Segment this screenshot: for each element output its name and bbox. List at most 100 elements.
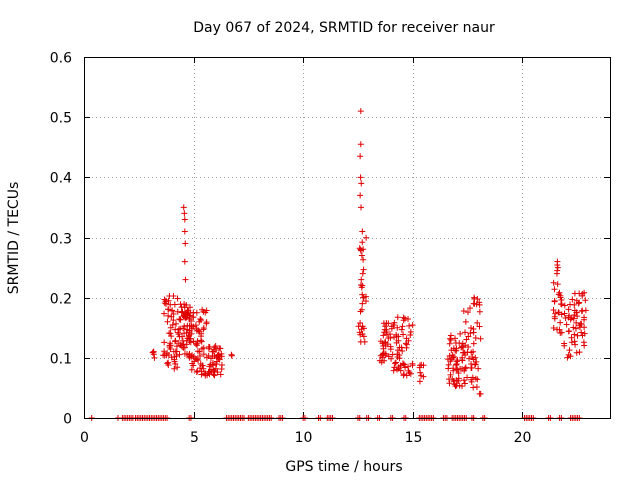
data-point	[149, 349, 156, 356]
data-point	[576, 349, 583, 356]
data-point	[565, 306, 572, 313]
data-point	[165, 306, 172, 313]
data-point	[162, 298, 169, 305]
data-point	[395, 333, 402, 340]
data-point	[214, 369, 221, 376]
y-axis-label: SRMTID / TECUs	[6, 182, 22, 295]
data-point	[571, 290, 578, 297]
data-point	[357, 192, 364, 199]
data-point	[193, 368, 200, 375]
data-point	[405, 337, 412, 344]
data-point	[203, 307, 210, 314]
data-point	[551, 286, 558, 293]
data-point	[357, 320, 364, 327]
data-point	[470, 329, 477, 336]
data-point	[356, 245, 363, 252]
data-point	[167, 301, 174, 308]
x-tick-label: 15	[405, 430, 423, 446]
chart-title: Day 067 of 2024, SRMTID for receiver nau…	[193, 20, 495, 36]
data-point	[550, 279, 557, 286]
data-point	[396, 355, 403, 362]
data-point	[468, 325, 475, 332]
data-point	[177, 342, 184, 349]
data-point	[578, 329, 585, 336]
data-point	[380, 350, 387, 357]
data-point	[193, 309, 200, 316]
data-point	[181, 210, 188, 217]
data-point	[400, 314, 407, 321]
y-tick-label: 0	[63, 412, 72, 428]
data-point	[573, 309, 580, 316]
data-point	[461, 377, 468, 384]
data-point	[359, 282, 366, 289]
data-point	[572, 325, 579, 332]
data-point	[173, 348, 180, 355]
data-point	[160, 352, 167, 359]
data-point	[380, 332, 387, 339]
data-point	[582, 307, 589, 314]
data-point	[385, 335, 392, 342]
data-point	[197, 316, 204, 323]
data-point	[447, 371, 454, 378]
data-point	[563, 321, 570, 328]
data-point	[196, 318, 203, 325]
data-point	[181, 330, 188, 337]
data-point	[565, 328, 572, 335]
data-point	[394, 314, 401, 321]
data-point	[476, 323, 483, 330]
data-point	[383, 328, 390, 335]
data-point	[177, 316, 184, 323]
data-point	[150, 349, 157, 356]
data-point	[468, 349, 475, 356]
data-point	[409, 362, 416, 369]
y-tick-label: 0.6	[50, 51, 72, 67]
data-point	[359, 323, 366, 330]
data-point	[407, 332, 414, 339]
data-point	[446, 352, 453, 359]
y-tick-label: 0.3	[50, 232, 72, 248]
data-point	[358, 180, 365, 187]
data-point	[581, 316, 588, 323]
data-point	[459, 343, 466, 350]
data-point	[179, 337, 186, 344]
data-point	[450, 353, 457, 360]
data-point	[218, 365, 225, 372]
data-point	[356, 329, 363, 336]
data-point	[470, 300, 477, 307]
data-point	[382, 323, 389, 330]
data-point	[376, 357, 383, 364]
data-point	[561, 342, 568, 349]
data-point	[390, 367, 397, 374]
data-point	[186, 332, 193, 339]
data-point	[452, 335, 459, 342]
data-point	[472, 354, 479, 361]
data-point	[444, 356, 451, 363]
data-point	[177, 325, 184, 332]
data-point	[357, 141, 364, 148]
data-point	[359, 270, 366, 277]
data-point	[358, 326, 365, 333]
x-tick-label: 5	[190, 430, 199, 446]
data-point	[213, 358, 220, 365]
data-point	[211, 367, 218, 374]
data-point	[477, 390, 484, 397]
data-point	[181, 216, 188, 223]
data-point	[216, 345, 223, 352]
data-point	[193, 356, 200, 363]
y-tick-label: 0.1	[50, 352, 72, 368]
data-point	[211, 344, 218, 351]
data-point	[217, 371, 224, 378]
plot-frame	[84, 57, 611, 419]
data-point	[401, 315, 408, 322]
data-point	[360, 294, 367, 301]
data-point	[407, 370, 414, 377]
data-point	[360, 256, 367, 263]
data-point	[392, 360, 399, 367]
data-point	[359, 300, 366, 307]
data-point	[384, 341, 391, 348]
data-point	[461, 367, 468, 374]
data-point	[399, 347, 406, 354]
data-point	[466, 355, 473, 362]
data-point	[455, 370, 462, 377]
data-point	[464, 309, 471, 316]
